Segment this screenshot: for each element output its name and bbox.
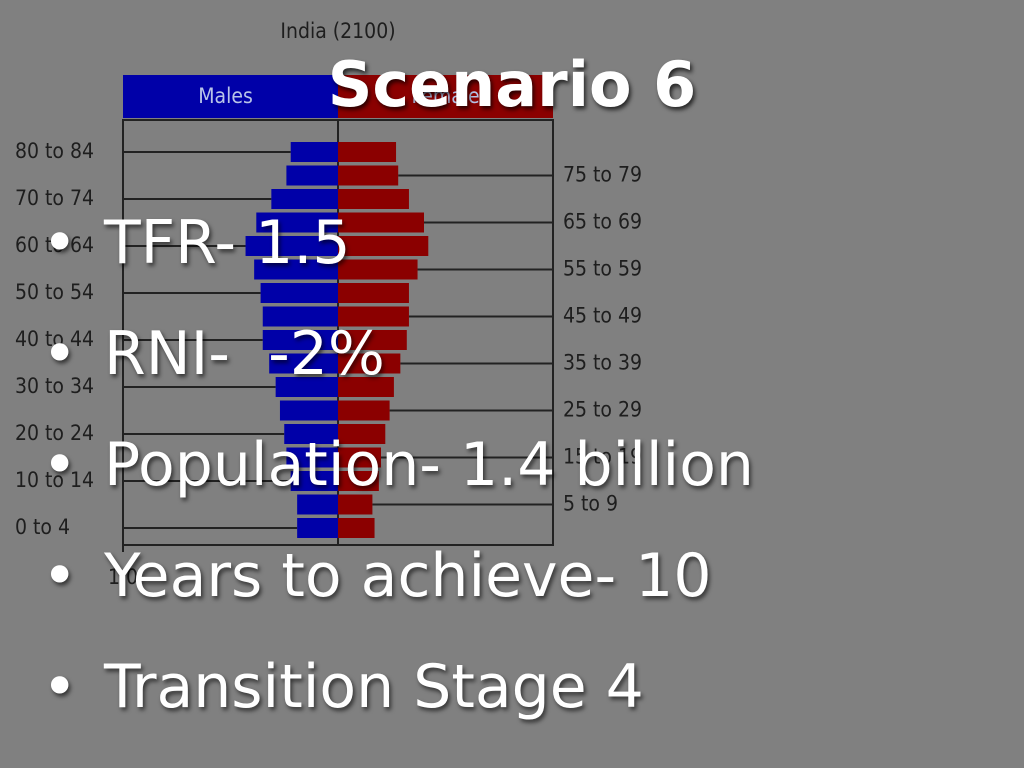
- x-tick-label: 1.0: [108, 565, 138, 589]
- bar-male: [275, 377, 338, 397]
- bar-male: [254, 259, 338, 280]
- bar-male: [290, 471, 338, 491]
- category-label: 0 to 4: [15, 515, 70, 539]
- bar-female: [338, 494, 373, 515]
- bar-female: [338, 236, 429, 256]
- bar-male: [271, 189, 338, 209]
- category-label: 40 to 44: [15, 327, 94, 351]
- legend-label: Females: [411, 84, 489, 108]
- category-label: 60 to 64: [15, 233, 94, 257]
- bar-male: [279, 400, 338, 421]
- bullet-dot: •: [42, 208, 78, 278]
- bar-female: [338, 400, 390, 421]
- legend-box: [123, 75, 338, 118]
- category-label: 65 to 69: [563, 210, 642, 234]
- bullet-text: Population- 1.4 billion: [104, 430, 754, 500]
- bullet-dot: •: [42, 319, 78, 389]
- category-label: 35 to 39: [563, 351, 642, 375]
- category-label: 75 to 79: [563, 163, 642, 187]
- bar-female: [338, 283, 409, 303]
- bullet-item: • Population- 1.4 billion: [42, 430, 754, 500]
- category-label: 5 to 9: [563, 492, 618, 516]
- legend-box: [338, 75, 553, 118]
- category-label: 80 to 84: [15, 139, 94, 163]
- bullet-item: • Years to achieve- 10: [42, 541, 712, 611]
- category-label: 30 to 34: [15, 374, 94, 398]
- bar-male: [262, 306, 338, 327]
- bar-female: [338, 447, 381, 468]
- bar-female: [338, 259, 418, 280]
- bullet-text: RNI- -2%: [104, 319, 385, 389]
- bar-female: [338, 212, 424, 233]
- category-label: 10 to 14: [15, 468, 94, 492]
- category-label: 55 to 59: [563, 257, 642, 281]
- bullet-dot: •: [42, 541, 78, 611]
- chart-title: India (2100): [280, 19, 395, 43]
- bar-male: [245, 236, 338, 256]
- bar-male: [297, 518, 338, 538]
- bar-male: [262, 330, 338, 350]
- slide-title: Scenario 6: [327, 48, 697, 121]
- category-label: 70 to 74: [15, 186, 94, 210]
- bar-female: [338, 518, 375, 538]
- bullet-item: • RNI- -2%: [42, 319, 385, 389]
- category-label: 45 to 49: [563, 304, 642, 328]
- bullet-text: Years to achieve- 10: [104, 541, 712, 611]
- bar-female: [338, 424, 386, 444]
- bar-male: [256, 212, 338, 233]
- bar-male: [286, 165, 338, 186]
- bullet-dot: •: [42, 652, 78, 722]
- bar-male: [290, 142, 338, 162]
- bullet-text: Transition Stage 4: [104, 652, 644, 722]
- bar-female: [338, 330, 407, 350]
- bar-female: [338, 165, 399, 186]
- bullet-item: • TFR- 1.5: [42, 208, 351, 278]
- bar-male: [269, 353, 338, 374]
- bullet-text: TFR- 1.5: [104, 208, 351, 278]
- bar-female: [338, 306, 409, 327]
- bar-female: [338, 353, 401, 374]
- bar-male: [284, 424, 338, 444]
- bar-male: [297, 494, 338, 515]
- category-label: 20 to 24: [15, 421, 94, 445]
- bullet-item: • Transition Stage 4: [42, 652, 644, 722]
- bullet-dot: •: [42, 430, 78, 500]
- bar-female: [338, 377, 394, 397]
- category-label: 25 to 29: [563, 398, 642, 422]
- legend-label: Males: [198, 84, 253, 108]
- bar-female: [338, 189, 409, 209]
- bar-male: [260, 283, 338, 303]
- category-label: 50 to 54: [15, 280, 94, 304]
- category-label: 15 to 19: [563, 445, 642, 469]
- bar-female: [338, 471, 379, 491]
- bar-female: [338, 142, 397, 162]
- bar-male: [286, 447, 338, 468]
